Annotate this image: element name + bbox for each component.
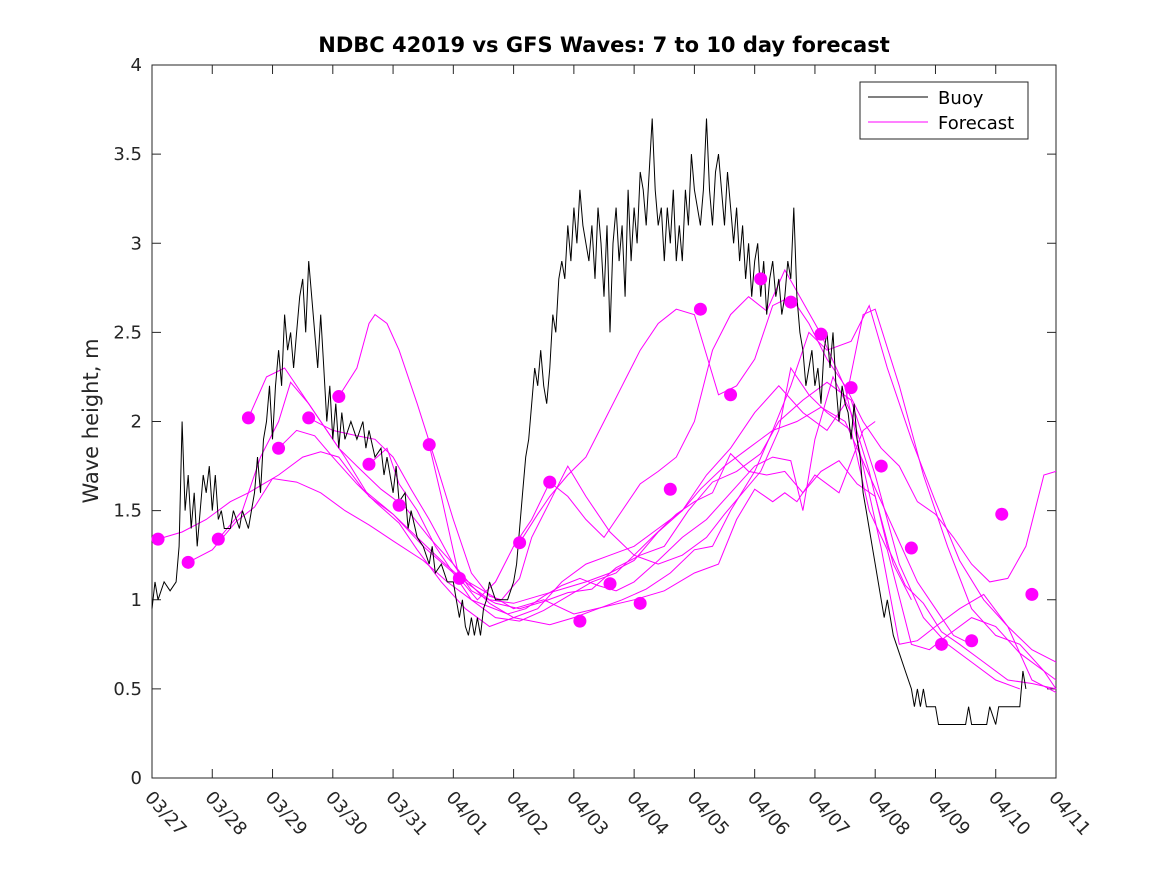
legend-box bbox=[859, 81, 1029, 140]
forecast-marker bbox=[181, 555, 195, 569]
forecast-marker bbox=[784, 295, 798, 309]
forecast-marker bbox=[513, 536, 527, 550]
legend: Buoy Forecast bbox=[859, 81, 1029, 140]
series-layer bbox=[151, 118, 1057, 725]
y-tick-label: 1.5 bbox=[113, 501, 142, 522]
forecast-marker bbox=[392, 498, 406, 512]
forecast-marker bbox=[422, 438, 436, 452]
forecast-marker bbox=[814, 327, 828, 341]
y-tick-label: 4 bbox=[131, 55, 142, 76]
forecast-marker bbox=[603, 577, 617, 591]
forecast-line bbox=[278, 308, 1057, 681]
y-tick-label: 1 bbox=[131, 590, 142, 611]
forecast-marker bbox=[693, 302, 707, 316]
y-tick-label: 2 bbox=[131, 412, 142, 433]
y-tick-label: 3 bbox=[131, 233, 142, 254]
y-tick-label: 0 bbox=[131, 768, 142, 789]
forecast-marker bbox=[633, 596, 647, 610]
chart-title: NDBC 42019 vs GFS Waves: 7 to 10 day for… bbox=[318, 33, 889, 57]
forecast-marker bbox=[151, 532, 165, 546]
forecast-marker bbox=[724, 388, 738, 402]
forecast-line bbox=[187, 452, 912, 622]
y-axis: 0 0.5 1 1.5 2 2.5 3 3.5 4 bbox=[113, 55, 1056, 789]
forecast-marker bbox=[362, 457, 376, 471]
forecast-line bbox=[368, 375, 1057, 690]
forecast-marker bbox=[573, 614, 587, 628]
legend-forecast-label: Forecast bbox=[938, 113, 1014, 134]
forecast-marker bbox=[543, 475, 557, 489]
y-tick-label: 0.5 bbox=[113, 679, 142, 700]
forecast-marker bbox=[965, 634, 979, 648]
forecast-marker bbox=[754, 272, 768, 286]
forecast-line bbox=[247, 367, 1020, 690]
forecast-marker bbox=[995, 507, 1009, 521]
buoy-line bbox=[151, 118, 1027, 725]
forecast-line bbox=[428, 268, 1057, 693]
forecast-marker bbox=[663, 482, 677, 496]
legend-buoy-label: Buoy bbox=[938, 88, 984, 109]
forecast-marker bbox=[332, 390, 346, 404]
forecast-marker bbox=[1025, 587, 1039, 601]
y-tick-label: 3.5 bbox=[113, 144, 142, 165]
forecast-marker bbox=[272, 441, 286, 455]
forecast-marker bbox=[211, 532, 225, 546]
forecast-line bbox=[157, 421, 876, 615]
y-tick-label: 2.5 bbox=[113, 322, 142, 343]
forecast-marker bbox=[934, 637, 948, 651]
forecast-marker bbox=[452, 571, 466, 585]
forecast-marker bbox=[302, 411, 316, 425]
forecast-marker bbox=[904, 541, 918, 555]
forecast-line bbox=[308, 304, 1057, 663]
forecast-marker bbox=[874, 459, 888, 473]
forecast-line bbox=[338, 313, 1057, 690]
y-axis-label: Wave height, m bbox=[79, 338, 103, 503]
forecast-marker bbox=[844, 381, 858, 395]
forecast-marker bbox=[241, 411, 255, 425]
